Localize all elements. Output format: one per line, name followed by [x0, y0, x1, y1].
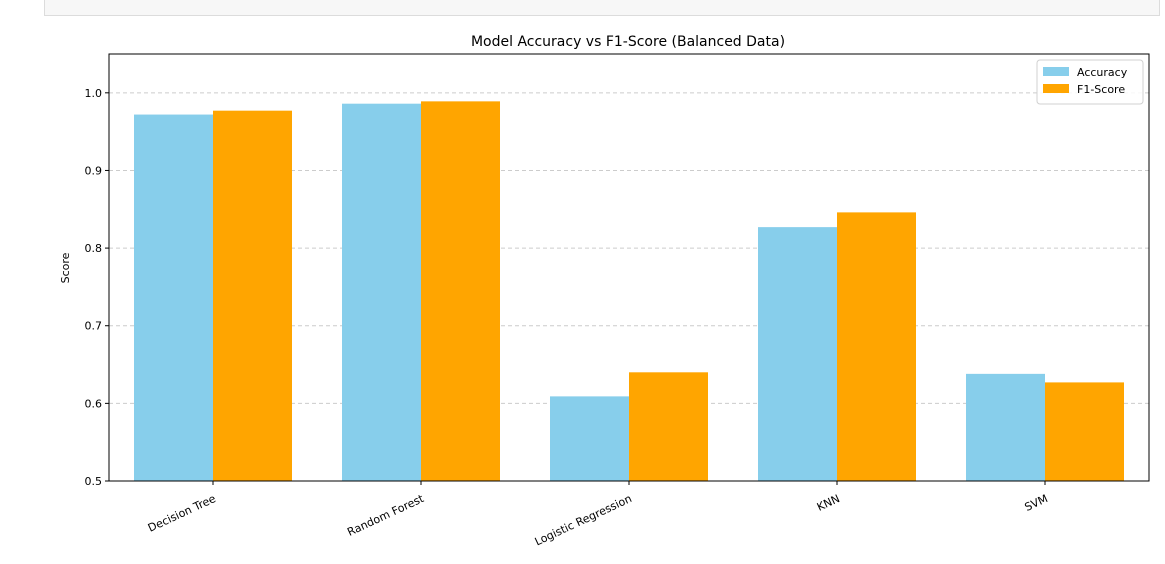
bar-accuracy-1 — [342, 103, 421, 482]
x-tick-label: Decision Tree — [146, 492, 218, 535]
chart-title: Model Accuracy vs F1-Score (Balanced Dat… — [471, 34, 785, 50]
bar-f1-score-4 — [1045, 382, 1124, 481]
bar-accuracy-3 — [758, 227, 837, 481]
legend: Accuracy F1-Score — [1036, 59, 1144, 105]
x-tick-label: KNN — [815, 492, 842, 514]
x-tick-label: SVM — [1023, 492, 1050, 514]
y-tick-label: 0.7 — [85, 320, 103, 333]
y-axis: 0.5 0.6 0.7 0.8 0.9 1.0 — [85, 87, 109, 488]
bar-accuracy-4 — [966, 373, 1045, 481]
y-tick-label: 0.6 — [85, 397, 103, 410]
legend-label: F1-Score — [1077, 83, 1125, 96]
bar-f1-score-0 — [213, 110, 292, 481]
bar-f1-score-1 — [421, 101, 500, 481]
legend-label: Accuracy — [1077, 66, 1128, 79]
bar-f1-score-3 — [837, 212, 916, 482]
notebook-cell-border — [44, 0, 1160, 16]
x-tick-label: Logistic Regression — [533, 492, 634, 548]
y-tick-label: 0.9 — [85, 164, 103, 177]
legend-swatch — [1043, 67, 1069, 76]
y-tick-label: 0.8 — [85, 242, 103, 255]
y-tick-label: 0.5 — [85, 475, 103, 488]
bar-accuracy-2 — [550, 396, 629, 481]
x-tick-label: Random Forest — [345, 492, 426, 539]
bar-accuracy-0 — [134, 114, 213, 481]
legend-swatch — [1043, 84, 1069, 93]
x-axis: Decision Tree Random Forest Logistic Regre… — [146, 481, 1050, 548]
y-tick-label: 1.0 — [85, 87, 103, 100]
bar-f1-score-2 — [629, 372, 708, 481]
bars — [134, 101, 1124, 482]
y-axis-label: Score — [59, 252, 72, 283]
